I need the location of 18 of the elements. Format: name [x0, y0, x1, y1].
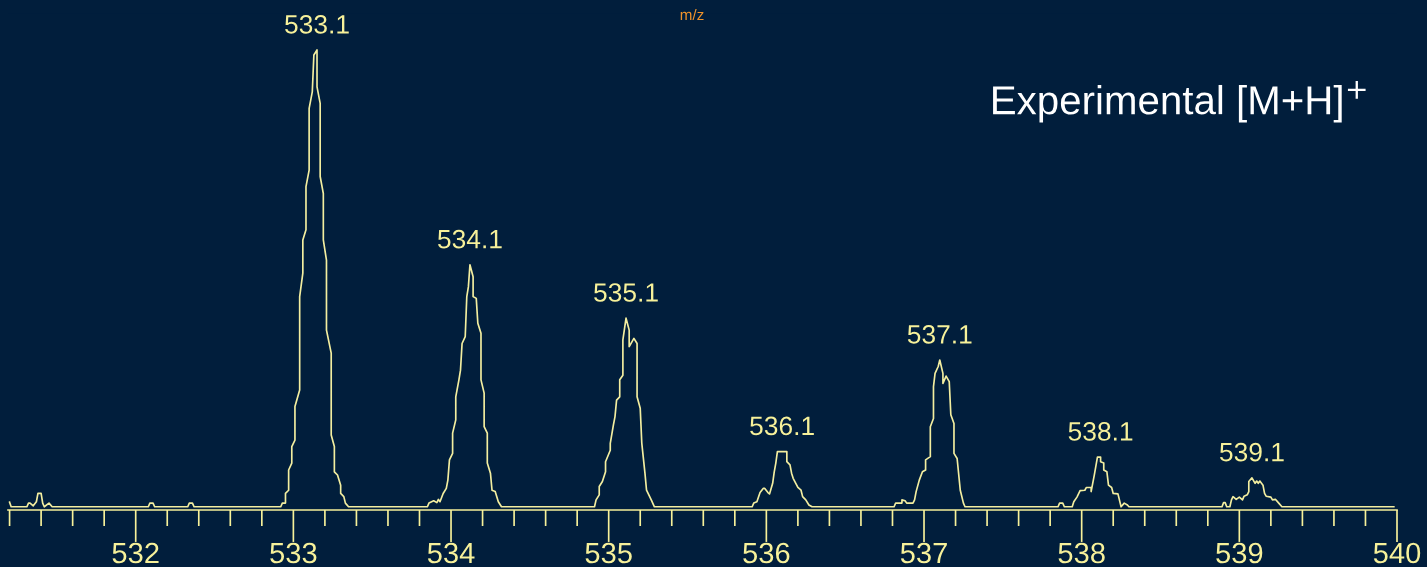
- annotation: 539.1: [1219, 442, 1284, 462]
- annotation: 537.1: [907, 325, 972, 344]
- x-tick-label: 534: [427, 542, 475, 564]
- x-tick-label: 532: [112, 542, 159, 564]
- x-tick-label: 535: [585, 542, 632, 564]
- text: Experimental [M+H]$^{+}$: [993, 81, 1366, 123]
- annotation: 534.1: [437, 229, 502, 249]
- x-tick-label: 539: [1216, 542, 1263, 564]
- x-axis-title: m/z: [680, 8, 704, 21]
- x-tick-label: 536: [743, 542, 790, 564]
- x-tick-label: 537: [900, 542, 947, 564]
- annotation: 533.1: [285, 14, 349, 34]
- x-tick-label: 533: [270, 542, 317, 564]
- annotation: 535.1: [594, 283, 658, 302]
- x-tick-label: 540: [1373, 542, 1421, 564]
- annotation: 538.1: [1068, 422, 1133, 441]
- annotation: 536.1: [750, 416, 814, 436]
- x-tick-label: 538: [1058, 542, 1105, 564]
